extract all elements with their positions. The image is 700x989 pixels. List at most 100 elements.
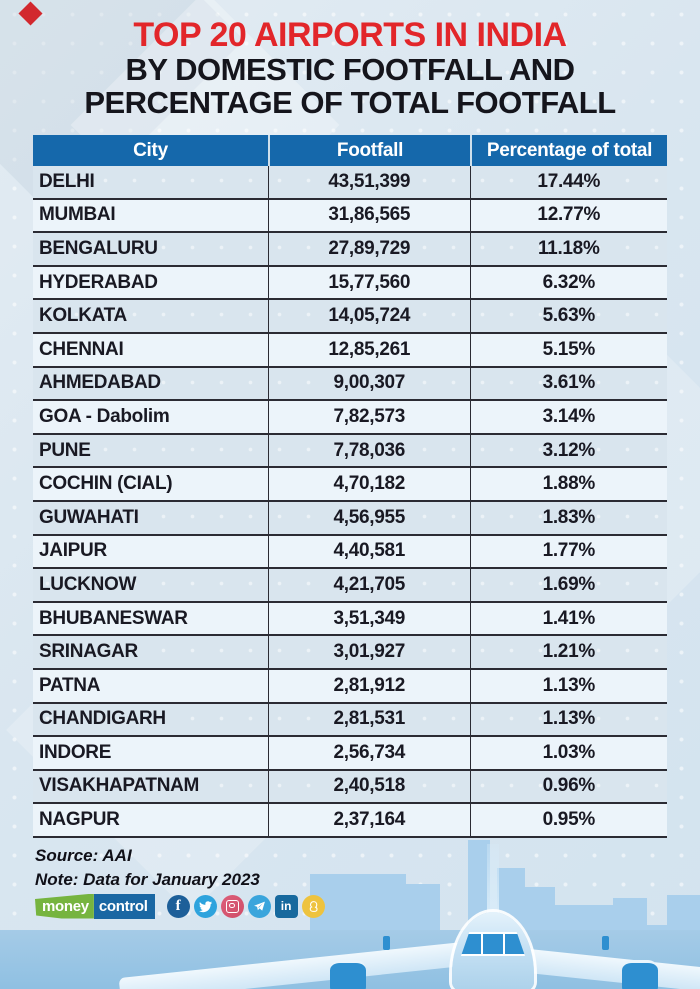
table-row: INDORE 2,56,734 1.03% — [33, 737, 667, 771]
percentage-cell: 6.32% — [542, 271, 596, 293]
footfall-cell: 15,77,560 — [269, 266, 471, 299]
column-header-city: City — [33, 135, 270, 166]
table-row: CHANDIGARH 2,81,531 1.13% — [33, 703, 667, 738]
moneycontrol-logo-money: money — [35, 893, 94, 919]
percentage-cell: 17.44% — [537, 170, 601, 192]
city-cell: VISAKHAPATNAM — [33, 770, 269, 803]
footfall-cell: 2,81,912 — [269, 669, 471, 702]
table-row: COCHIN (CIAL) 4,70,182 1.88% — [33, 468, 667, 502]
footfall-cell: 12,85,261 — [269, 333, 471, 366]
city-cell: CHANDIGARH — [33, 703, 269, 736]
city-cell: MUMBAI — [33, 199, 269, 232]
table-row: GOA - Dabolim 7,82,573 3.14% — [33, 401, 667, 435]
koo-icon[interactable] — [301, 894, 325, 918]
table-row: PUNE 7,78,036 3.12% — [33, 434, 667, 469]
city-cell: COCHIN (CIAL) — [33, 468, 269, 500]
footfall-cell: 2,81,531 — [269, 703, 471, 736]
city-cell: HYDERABAD — [33, 266, 269, 299]
airplane-engine-right — [622, 960, 658, 989]
moneycontrol-logo[interactable]: money control — [35, 893, 155, 919]
city-cell: AHMEDABAD — [33, 367, 269, 400]
facebook-icon[interactable]: f — [166, 894, 190, 918]
instagram-camera-glyph — [225, 899, 239, 913]
percentage-cell: 5.15% — [542, 338, 596, 360]
column-header-percentage: Percentage of total — [486, 139, 653, 161]
footfall-cell: 2,56,734 — [269, 737, 471, 769]
table-row: VISAKHAPATNAM 2,40,518 0.96% — [33, 770, 667, 805]
footfall-cell: 27,89,729 — [269, 233, 471, 265]
city-cell: GUWAHATI — [33, 501, 269, 534]
city-cell: CHENNAI — [33, 333, 269, 366]
table-row: BHUBANESWAR 3,51,349 1.41% — [33, 602, 667, 637]
title-block: TOP 20 AIRPORTS IN INDIA BY DOMESTIC FOO… — [0, 18, 700, 118]
percentage-cell: 1.13% — [542, 674, 596, 696]
percentage-cell: 1.41% — [542, 607, 596, 629]
page-subtitle-line2: PERCENTAGE OF TOTAL FOOTFALL — [84, 85, 616, 120]
footfall-cell: 43,51,399 — [269, 166, 471, 198]
city-cell: PATNA — [33, 669, 269, 702]
city-cell: NAGPUR — [33, 804, 269, 836]
telegram-icon[interactable] — [247, 894, 271, 918]
footfall-cell: 4,56,955 — [269, 501, 471, 534]
table-row: DELHI 43,51,399 17.44% — [33, 166, 667, 200]
city-cell: PUNE — [33, 434, 269, 467]
city-cell: BHUBANESWAR — [33, 602, 269, 635]
city-cell: LUCKNOW — [33, 569, 269, 601]
percentage-cell: 1.13% — [542, 708, 596, 730]
instagram-icon[interactable] — [220, 894, 244, 918]
city-cell: INDORE — [33, 737, 269, 769]
page-title: TOP 20 AIRPORTS IN INDIA — [133, 16, 567, 54]
city-cell: DELHI — [33, 166, 269, 198]
percentage-cell: 11.18% — [537, 237, 600, 259]
table-row: LUCKNOW 4,21,705 1.69% — [33, 569, 667, 603]
footfall-cell: 31,86,565 — [269, 199, 471, 232]
percentage-cell: 1.21% — [542, 641, 596, 663]
percentage-cell: 1.83% — [542, 506, 596, 528]
airplane-cockpit-windows — [461, 932, 525, 956]
table-header-row: City Footfall Percentage of total — [33, 135, 667, 166]
table-row: NAGPUR 2,37,164 0.95% — [33, 804, 667, 838]
airports-table: City Footfall Percentage of total DELHI … — [33, 135, 667, 838]
data-note: Note: Data for January 2023 — [35, 870, 260, 889]
footfall-cell: 14,05,724 — [269, 300, 471, 332]
city-cell: SRINAGAR — [33, 636, 269, 668]
table-row: AHMEDABAD 9,00,307 3.61% — [33, 367, 667, 402]
wing-marker — [383, 936, 390, 950]
percentage-cell: 0.95% — [542, 809, 596, 831]
footfall-cell: 7,82,573 — [269, 401, 471, 433]
airplane-engine-left — [330, 960, 366, 989]
footnotes: Source: AAI Note: Data for January 2023 — [35, 844, 260, 892]
moneycontrol-logo-control: control — [93, 893, 155, 919]
percentage-cell: 0.96% — [542, 775, 596, 797]
percentage-cell: 12.77% — [537, 204, 601, 226]
city-cell: JAIPUR — [33, 535, 269, 568]
footfall-cell: 7,78,036 — [269, 434, 471, 467]
wing-marker — [602, 936, 609, 950]
column-header-footfall: Footfall — [270, 135, 472, 166]
table-row: PATNA 2,81,912 1.13% — [33, 669, 667, 704]
table-row: JAIPUR 4,40,581 1.77% — [33, 535, 667, 570]
table-row: BENGALURU 27,89,729 11.18% — [33, 233, 667, 267]
percentage-cell: 1.69% — [542, 573, 596, 595]
table-row: MUMBAI 31,86,565 12.77% — [33, 199, 667, 234]
percentage-cell: 3.14% — [542, 405, 596, 427]
linkedin-icon[interactable]: in — [274, 894, 298, 918]
page-subtitle-line1: BY DOMESTIC FOOTFALL AND — [125, 52, 576, 87]
source-note: Source: AAI — [35, 846, 132, 865]
footfall-cell: 4,40,581 — [269, 535, 471, 568]
percentage-cell: 3.12% — [542, 439, 596, 461]
percentage-cell: 1.03% — [542, 741, 596, 763]
table-body: DELHI 43,51,399 17.44% MUMBAI 31,86,565 … — [33, 166, 667, 838]
footfall-cell: 9,00,307 — [269, 367, 471, 400]
branding-row: money control f in — [35, 893, 325, 919]
table-row: KOLKATA 14,05,724 5.63% — [33, 300, 667, 334]
twitter-icon[interactable] — [193, 894, 217, 918]
footfall-cell: 2,37,164 — [269, 804, 471, 836]
social-icons: f in — [166, 894, 325, 918]
percentage-cell: 1.88% — [542, 473, 596, 495]
footfall-cell: 2,40,518 — [269, 770, 471, 803]
airplane-tailfin — [487, 844, 499, 918]
city-cell: GOA - Dabolim — [33, 401, 269, 433]
city-cell: KOLKATA — [33, 300, 269, 332]
